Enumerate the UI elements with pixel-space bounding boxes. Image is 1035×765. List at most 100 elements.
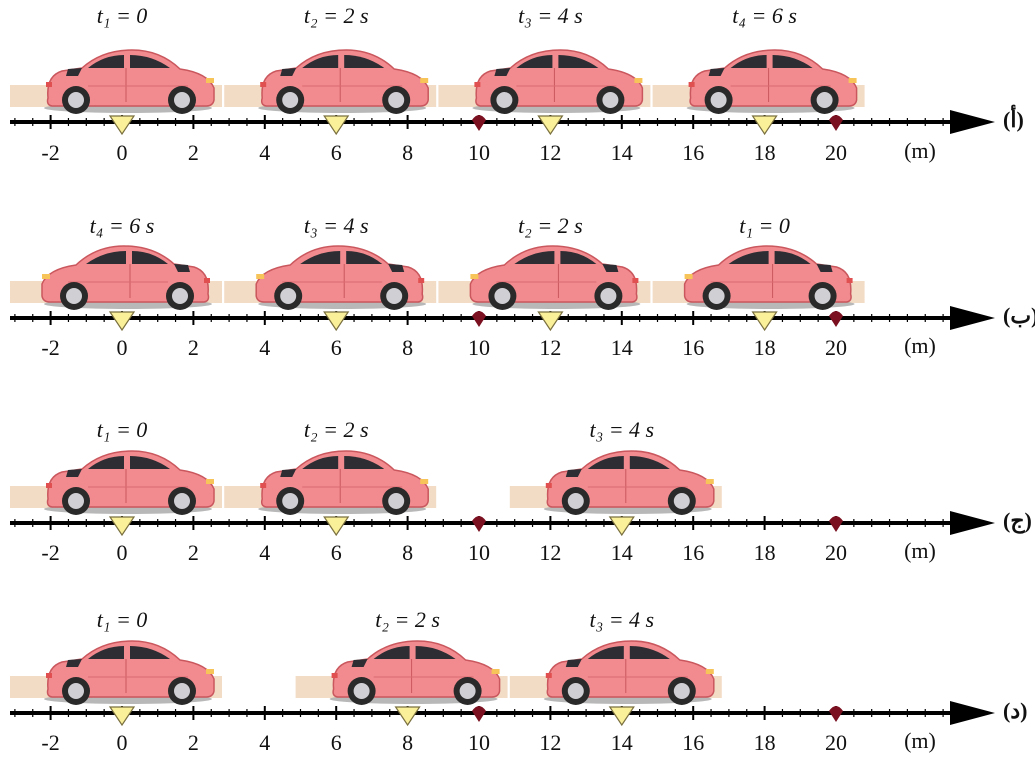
tick-label: 4 [259, 730, 270, 755]
position-marker [608, 516, 635, 537]
tick-label: 16 [682, 140, 704, 165]
unit-label: (m) [904, 333, 936, 358]
unit-label: (m) [904, 538, 936, 563]
car [469, 245, 642, 311]
tick-label: 18 [754, 335, 776, 360]
tick-label: -2 [41, 730, 59, 755]
tick-label: 18 [754, 730, 776, 755]
tick-label: 0 [117, 730, 128, 755]
tick-label: 20 [825, 140, 847, 165]
tick-label: 2 [188, 140, 199, 165]
position-marker [108, 516, 136, 537]
position-marker [608, 706, 635, 727]
marker [829, 516, 843, 532]
tick-label: -2 [41, 540, 59, 565]
tick-label: -2 [41, 335, 59, 360]
position-marker [108, 311, 136, 332]
axis-arrow [950, 511, 995, 535]
tick-label: 14 [611, 140, 633, 165]
tick-label: 0 [117, 335, 128, 360]
marker [829, 706, 843, 722]
tick-label: 12 [539, 140, 561, 165]
tick-label: 6 [331, 730, 342, 755]
time-label: t₂ = 2 s [304, 417, 369, 442]
time-label: t₃ = 4 s [304, 213, 369, 238]
tick-label: 14 [611, 540, 633, 565]
car [255, 245, 427, 311]
car [683, 245, 856, 311]
car [41, 245, 213, 311]
tick-label: 8 [402, 140, 413, 165]
time-label: t₁ = 0 [97, 417, 148, 442]
position-marker [108, 706, 136, 727]
position-marker [751, 115, 778, 136]
time-label: t₂ = 2 s [304, 3, 369, 28]
panel-label: (أ) [1003, 104, 1024, 132]
tick-label: 0 [117, 540, 128, 565]
tick-label: 8 [402, 730, 413, 755]
tick-label: 2 [188, 540, 199, 565]
tick-label: 4 [259, 335, 270, 360]
axis-arrow [950, 701, 995, 725]
tick-label: 14 [611, 730, 633, 755]
marker [472, 706, 486, 722]
tick-label: 12 [539, 730, 561, 755]
position-marker [323, 115, 350, 136]
time-label: t₂ = 2 s [375, 607, 440, 632]
car [43, 49, 215, 115]
car [43, 640, 215, 706]
tick-label: 6 [331, 140, 342, 165]
tick-label: 6 [331, 540, 342, 565]
tick-label: 20 [825, 335, 847, 360]
position-marker [394, 706, 421, 727]
unit-label: (m) [904, 728, 936, 753]
car [543, 640, 715, 706]
car [257, 450, 429, 516]
tick-label: 12 [539, 335, 561, 360]
tick-label: 16 [682, 540, 704, 565]
panel-label: (ب) [1003, 303, 1035, 328]
marker [472, 516, 486, 532]
car [328, 640, 501, 706]
tick-label: 10 [468, 335, 490, 360]
tick-label: -2 [41, 140, 59, 165]
car [471, 49, 644, 115]
time-label: t₄ = 6 s [90, 213, 155, 238]
time-label: t₁ = 0 [739, 213, 790, 238]
marker [472, 311, 486, 327]
time-label: t₂ = 2 s [518, 213, 583, 238]
car [43, 450, 215, 516]
marker [472, 115, 486, 131]
axis-arrow [950, 306, 995, 330]
position-marker [537, 115, 564, 136]
tick-label: 8 [402, 540, 413, 565]
tick-label: 16 [682, 335, 704, 360]
tick-label: 14 [611, 335, 633, 360]
car [257, 49, 429, 115]
time-label: t₁ = 0 [97, 607, 148, 632]
tick-label: 2 [188, 335, 199, 360]
tick-label: 12 [539, 540, 561, 565]
tick-label: 8 [402, 335, 413, 360]
panel-label: (د) [1003, 698, 1027, 723]
time-label: t₃ = 4 s [518, 3, 583, 28]
position-marker [323, 516, 350, 537]
car [543, 450, 715, 516]
tick-label: 10 [468, 540, 490, 565]
tick-label: 16 [682, 730, 704, 755]
tick-label: 20 [825, 730, 847, 755]
tick-label: 4 [259, 140, 270, 165]
position-marker [108, 115, 136, 136]
tick-label: 10 [468, 140, 490, 165]
position-marker [751, 311, 778, 332]
unit-label: (m) [904, 138, 936, 163]
tick-label: 20 [825, 540, 847, 565]
time-label: t₃ = 4 s [589, 417, 654, 442]
position-marker [537, 311, 564, 332]
tick-label: 0 [117, 140, 128, 165]
tick-label: 10 [468, 730, 490, 755]
marker [829, 115, 843, 131]
time-label: t₄ = 6 s [732, 3, 797, 28]
axis-arrow [950, 110, 995, 134]
